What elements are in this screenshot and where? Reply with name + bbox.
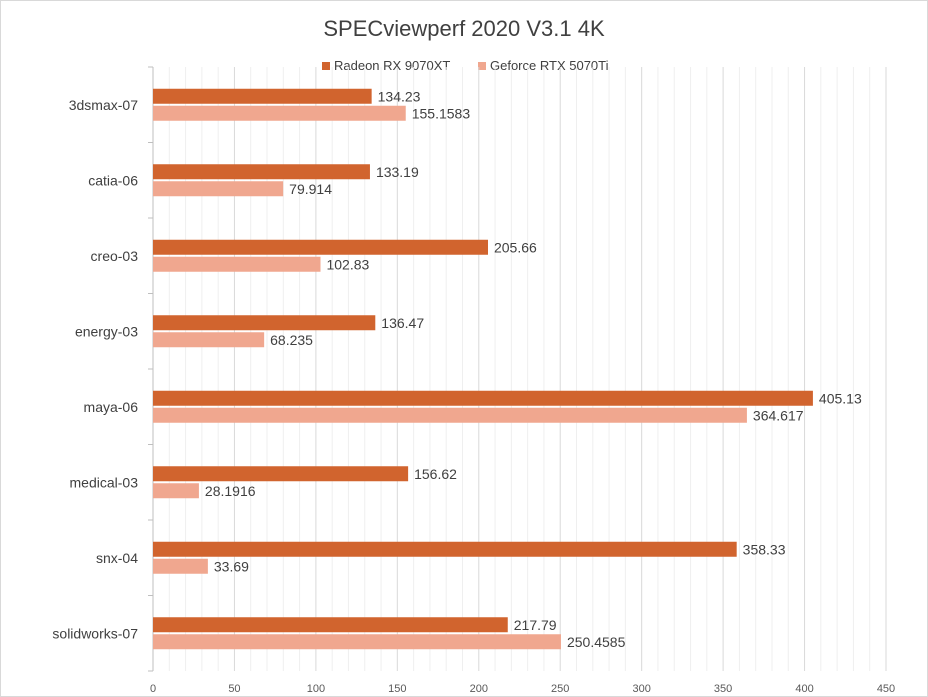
category-label-medical-03: medical-03 xyxy=(70,474,139,490)
bar-radeon-creo-03 xyxy=(153,239,488,255)
legend-swatch-radeon xyxy=(322,62,330,70)
value-label-geforce-medical-03: 28.1916 xyxy=(205,483,256,499)
category-label-snx-04: snx-04 xyxy=(96,550,138,566)
value-label-radeon-solidworks-07: 217.79 xyxy=(514,617,557,633)
bar-geforce-medical-03 xyxy=(153,483,199,499)
bar-radeon-energy-03 xyxy=(153,315,376,331)
value-label-geforce-energy-03: 68.235 xyxy=(270,332,313,348)
category-label-solidworks-07: solidworks-07 xyxy=(52,625,138,641)
chart-title: SPECviewperf 2020 V3.1 4K xyxy=(323,16,605,41)
x-tick-label-150: 150 xyxy=(388,683,406,695)
value-label-geforce-catia-06: 79.914 xyxy=(289,181,332,197)
value-label-radeon-maya-06: 405.13 xyxy=(819,390,862,406)
bar-radeon-medical-03 xyxy=(153,466,409,482)
category-label-catia-06: catia-06 xyxy=(88,172,138,188)
bar-radeon-snx-04 xyxy=(153,541,737,557)
value-label-geforce-snx-04: 33.69 xyxy=(214,558,249,574)
bar-geforce-3dsmax-07 xyxy=(153,105,406,121)
x-tick-label-450: 450 xyxy=(877,683,895,695)
bar-geforce-catia-06 xyxy=(153,181,284,197)
bar-geforce-energy-03 xyxy=(153,332,265,348)
value-label-geforce-maya-06: 364.617 xyxy=(753,407,804,423)
bar-radeon-maya-06 xyxy=(153,390,813,406)
value-label-geforce-3dsmax-07: 155.1583 xyxy=(412,105,471,121)
bar-geforce-creo-03 xyxy=(153,256,321,272)
value-label-radeon-snx-04: 358.33 xyxy=(743,541,786,557)
value-label-radeon-energy-03: 136.47 xyxy=(381,315,424,331)
x-tick-label-250: 250 xyxy=(551,683,569,695)
x-tick-label-0: 0 xyxy=(150,683,156,695)
x-tick-label-400: 400 xyxy=(795,683,813,695)
value-label-geforce-solidworks-07: 250.4585 xyxy=(567,634,626,650)
bar-radeon-catia-06 xyxy=(153,164,370,180)
value-label-radeon-creo-03: 205.66 xyxy=(494,239,537,255)
x-tick-label-350: 350 xyxy=(714,683,732,695)
value-label-geforce-creo-03: 102.83 xyxy=(326,256,369,272)
bar-radeon-3dsmax-07 xyxy=(153,88,372,104)
category-label-creo-03: creo-03 xyxy=(91,248,139,264)
value-label-radeon-medical-03: 156.62 xyxy=(414,466,457,482)
bar-radeon-solidworks-07 xyxy=(153,617,508,633)
legend: Radeon RX 9070XT Geforce RTX 5070Ti xyxy=(322,58,609,73)
value-label-radeon-3dsmax-07: 134.23 xyxy=(378,88,421,104)
category-label-energy-03: energy-03 xyxy=(75,323,138,339)
legend-label-radeon: Radeon RX 9070XT xyxy=(334,58,450,73)
x-tick-label-50: 50 xyxy=(228,683,240,695)
bar-geforce-solidworks-07 xyxy=(153,634,561,650)
x-tick-label-100: 100 xyxy=(307,683,325,695)
labels: 0 50 100 150 200 250 300 350 400 450 3dsmax-07 134.… xyxy=(52,88,895,695)
x-tick-label-200: 200 xyxy=(470,683,488,695)
category-label-maya-06: maya-06 xyxy=(84,399,139,415)
category-label-3dsmax-07: 3dsmax-07 xyxy=(69,97,138,113)
value-label-radeon-catia-06: 133.19 xyxy=(376,164,419,180)
bar-geforce-maya-06 xyxy=(153,407,747,423)
axes xyxy=(148,66,154,672)
legend-label-geforce: Geforce RTX 5070Ti xyxy=(490,58,609,73)
bar-geforce-snx-04 xyxy=(153,558,208,574)
x-tick-label-300: 300 xyxy=(632,683,650,695)
gridlines xyxy=(168,67,887,671)
bars xyxy=(153,88,813,650)
legend-swatch-geforce xyxy=(478,62,486,70)
